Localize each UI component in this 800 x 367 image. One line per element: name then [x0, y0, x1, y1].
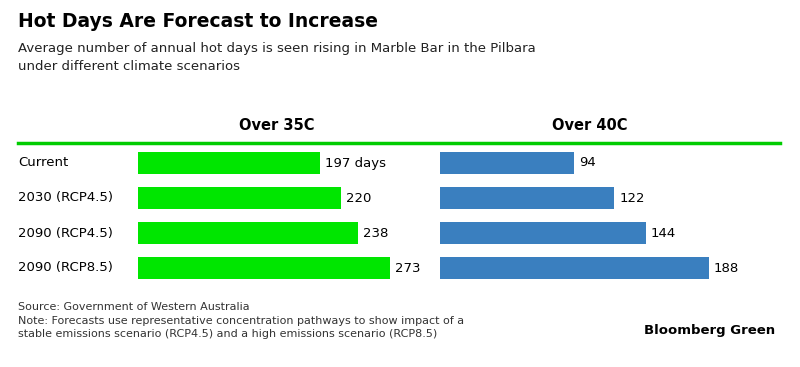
Text: Bloomberg Green: Bloomberg Green [644, 324, 775, 337]
Bar [440, 152, 574, 174]
Text: 144: 144 [650, 226, 676, 240]
Text: Hot Days Are Forecast to Increase: Hot Days Are Forecast to Increase [18, 12, 378, 31]
Text: Source: Government of Western Australia
Note: Forecasts use representative conce: Source: Government of Western Australia … [18, 302, 464, 339]
Bar [138, 152, 320, 174]
Text: 2090 (RCP8.5): 2090 (RCP8.5) [18, 262, 113, 275]
Bar [138, 257, 390, 279]
Text: 2090 (RCP4.5): 2090 (RCP4.5) [18, 226, 113, 240]
Text: 197 days: 197 days [325, 156, 386, 170]
Bar [440, 187, 614, 209]
Bar [440, 222, 646, 244]
Text: Current: Current [18, 156, 68, 170]
Bar [440, 257, 709, 279]
Text: 2030 (RCP4.5): 2030 (RCP4.5) [18, 192, 113, 204]
Text: 94: 94 [579, 156, 596, 170]
Bar [138, 222, 358, 244]
Text: Average number of annual hot days is seen rising in Marble Bar in the Pilbara
un: Average number of annual hot days is see… [18, 42, 536, 73]
Text: 273: 273 [395, 262, 421, 275]
Text: 238: 238 [362, 226, 388, 240]
Bar [138, 187, 341, 209]
Text: Over 35C: Over 35C [238, 118, 314, 133]
Text: 122: 122 [619, 192, 645, 204]
Text: 188: 188 [714, 262, 739, 275]
Text: Over 40C: Over 40C [552, 118, 628, 133]
Text: 220: 220 [346, 192, 371, 204]
